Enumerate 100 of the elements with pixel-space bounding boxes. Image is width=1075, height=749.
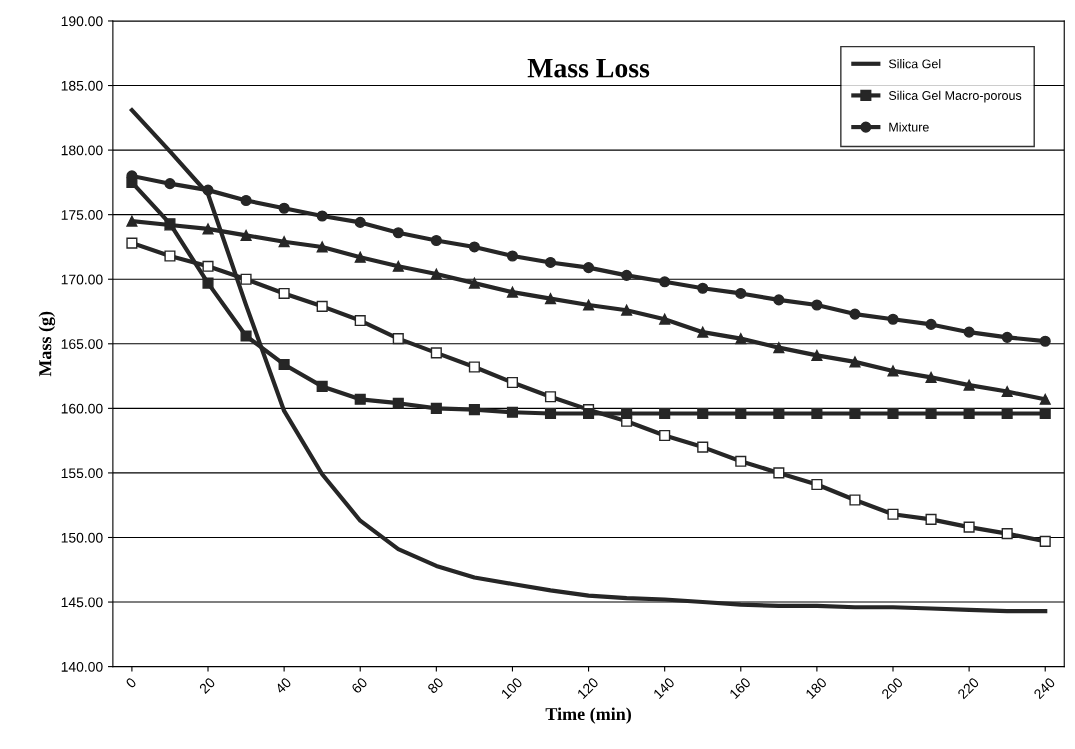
- point: [1039, 407, 1051, 420]
- point: [1001, 386, 1013, 398]
- y-tick-label: 150.00: [61, 532, 103, 543]
- point: [1001, 407, 1013, 420]
- x-tick-label: 40: [274, 676, 292, 695]
- x-tick-label: 180: [805, 676, 828, 700]
- point: [468, 404, 480, 416]
- point: [621, 304, 633, 316]
- point: [240, 330, 252, 342]
- point: [697, 326, 709, 338]
- point: [240, 273, 252, 285]
- point: [735, 407, 747, 420]
- point: [621, 407, 633, 420]
- point: [202, 184, 214, 196]
- y-tick-label: 185.00: [61, 80, 103, 91]
- point: [240, 229, 252, 241]
- point: [202, 277, 214, 289]
- y-tick-label: 140.00: [61, 661, 103, 672]
- point: [621, 269, 633, 281]
- point: [697, 441, 709, 453]
- legend-label: Mixture: [889, 122, 929, 132]
- point: [278, 236, 290, 248]
- legend-label: Silica Gel Macro-porous: [888, 90, 1022, 103]
- point: [126, 237, 138, 249]
- point: [735, 333, 747, 345]
- point: [773, 467, 785, 479]
- point: [544, 407, 557, 420]
- point: [811, 299, 823, 311]
- point: [1001, 528, 1013, 540]
- point: [735, 287, 747, 299]
- y-tick-label: 180.00: [61, 145, 103, 156]
- point: [468, 241, 480, 253]
- y-tick-label: 190.00: [61, 16, 103, 27]
- point: [811, 349, 823, 361]
- point: [354, 314, 366, 327]
- point: [849, 356, 861, 368]
- x-tick-label: 160: [729, 676, 752, 700]
- point: [430, 347, 442, 359]
- point: [1001, 331, 1013, 343]
- point: [1039, 535, 1051, 547]
- point: [316, 210, 328, 222]
- x-tick-label: 20: [198, 676, 216, 694]
- point: [887, 313, 899, 325]
- y-tick-label: 160.00: [61, 403, 103, 414]
- point: [963, 407, 975, 420]
- point: [240, 194, 252, 207]
- point: [659, 429, 671, 442]
- point: [392, 397, 404, 409]
- point: [544, 293, 557, 305]
- point: [430, 234, 442, 247]
- point: [925, 407, 937, 420]
- point: [430, 268, 442, 280]
- point: [849, 308, 861, 320]
- point: [468, 277, 480, 289]
- point: [811, 407, 823, 420]
- point: [316, 300, 328, 312]
- point: [773, 294, 785, 306]
- point: [126, 215, 138, 227]
- point: [202, 223, 214, 235]
- point: [1039, 335, 1051, 347]
- point: [887, 365, 899, 377]
- point: [1039, 393, 1051, 405]
- point: [316, 380, 328, 392]
- legend-label: Silica Gel: [888, 59, 941, 69]
- point: [583, 299, 595, 311]
- point: [659, 313, 671, 325]
- point: [278, 358, 290, 371]
- point: [506, 376, 519, 389]
- point: [773, 407, 785, 420]
- point: [583, 407, 595, 420]
- point: [506, 250, 519, 262]
- text: Mass Loss: [527, 59, 650, 78]
- point: [354, 216, 366, 228]
- point: [849, 407, 861, 420]
- point: [164, 250, 176, 262]
- point: [278, 287, 290, 299]
- x-tick-label: 60: [350, 676, 368, 694]
- point: [544, 391, 557, 403]
- point: [811, 478, 823, 491]
- x-tick-label: 80: [426, 676, 445, 695]
- point: [735, 455, 747, 467]
- point: [202, 260, 214, 272]
- point: [354, 251, 366, 263]
- y-tick-label: 155.00: [61, 468, 103, 479]
- y-tick-label: 145.00: [61, 597, 103, 608]
- x-tick-label: 0: [125, 676, 137, 689]
- x-tick-label: 140: [652, 676, 676, 700]
- point: [659, 407, 671, 420]
- point: [164, 178, 176, 190]
- point: [544, 256, 557, 268]
- point: [887, 407, 899, 420]
- point: [392, 333, 404, 345]
- x-tick-label: 100: [500, 676, 523, 700]
- point: [925, 371, 937, 383]
- point: [925, 318, 937, 330]
- point: [278, 202, 290, 214]
- x-tick-label: 120: [576, 676, 600, 700]
- point: [697, 282, 709, 294]
- point: [963, 379, 975, 391]
- point: [773, 342, 785, 354]
